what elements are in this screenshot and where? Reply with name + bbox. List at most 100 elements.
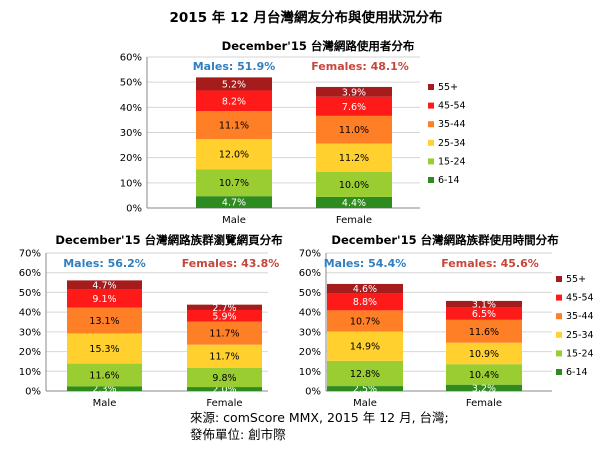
bar-segment bbox=[187, 387, 262, 391]
legend-swatch bbox=[556, 313, 562, 320]
source-note: 來源: comScore MMX, 2015 年 12 月, 台灣; 發佈單位:… bbox=[190, 409, 449, 443]
legend-swatch bbox=[428, 139, 434, 146]
x-tick-label: Male bbox=[222, 215, 246, 226]
y-tick-label: 50% bbox=[299, 288, 321, 299]
y-tick-label: 0% bbox=[305, 387, 321, 398]
males-share-label: Males: 54.4% bbox=[324, 257, 407, 270]
legend-swatch bbox=[428, 121, 434, 128]
legend-swatch bbox=[556, 331, 562, 338]
legend-label: 35-44 bbox=[566, 311, 594, 322]
y-tick-label: 30% bbox=[120, 128, 142, 139]
main-title: 2015 年 12 月台灣網友分布與使用狀況分布 bbox=[169, 10, 443, 26]
legend-label: 25-34 bbox=[438, 138, 466, 149]
legend-label: 45-54 bbox=[566, 293, 594, 304]
bar-segment bbox=[316, 171, 392, 197]
data-label: 2.7% bbox=[212, 303, 236, 314]
females-share-label: Females: 45.6% bbox=[441, 257, 539, 270]
bar-segment bbox=[67, 333, 142, 364]
y-tick-label: 20% bbox=[19, 347, 41, 358]
data-label: 4.6% bbox=[353, 284, 377, 295]
y-tick-label: 60% bbox=[120, 53, 142, 64]
legend-swatch bbox=[556, 369, 562, 375]
bar-segment bbox=[327, 386, 403, 391]
data-label: 3.2% bbox=[472, 383, 496, 394]
x-tick-label: Male bbox=[353, 398, 377, 409]
bar-segment bbox=[187, 344, 262, 368]
data-label: 10.4% bbox=[469, 370, 499, 381]
bar-segment bbox=[67, 307, 142, 334]
bar-segment bbox=[327, 360, 403, 387]
chart-title: December'15 台灣網路族群使用時間分布 bbox=[331, 233, 559, 247]
y-tick-label: 30% bbox=[299, 327, 321, 338]
bar-segment bbox=[187, 321, 262, 345]
bar-segment bbox=[446, 342, 522, 365]
legend-label: 25-34 bbox=[566, 330, 594, 341]
x-tick-label: Female bbox=[336, 215, 372, 226]
data-label: 5.2% bbox=[222, 79, 246, 90]
bar-segment bbox=[446, 384, 522, 391]
data-label: 7.6% bbox=[342, 102, 366, 113]
data-label: 12.8% bbox=[350, 369, 380, 380]
data-label: 8.8% bbox=[353, 297, 377, 308]
chart-title: December'15 台灣網路使用者分布 bbox=[222, 39, 415, 53]
data-label: 11.6% bbox=[469, 327, 499, 338]
legend-label: 15-24 bbox=[438, 156, 466, 167]
data-label: 3.9% bbox=[342, 87, 366, 98]
bar-segment bbox=[327, 331, 403, 361]
legend-swatch bbox=[556, 294, 562, 301]
bar-segment bbox=[67, 363, 142, 387]
males-share-label: Males: 56.2% bbox=[63, 257, 146, 270]
y-tick-label: 50% bbox=[120, 78, 142, 89]
y-tick-label: 50% bbox=[19, 288, 41, 299]
data-label: 10.7% bbox=[350, 316, 380, 327]
legend-swatch bbox=[428, 102, 434, 109]
bar-segment bbox=[187, 367, 262, 388]
males-share-label: Males: 51.9% bbox=[193, 60, 276, 73]
data-label: 11.2% bbox=[339, 153, 369, 164]
x-tick-label: Female bbox=[466, 398, 502, 409]
females-share-label: Females: 43.8% bbox=[182, 257, 280, 270]
y-tick-label: 20% bbox=[299, 347, 321, 358]
publisher-line: 發佈單位: 創市際 bbox=[190, 427, 286, 442]
bar-segment bbox=[196, 169, 272, 197]
bar-segment bbox=[67, 386, 142, 391]
y-tick-label: 0% bbox=[25, 387, 41, 398]
y-tick-label: 0% bbox=[126, 204, 142, 215]
data-label: 4.4% bbox=[342, 198, 366, 209]
data-label: 4.7% bbox=[222, 198, 246, 209]
bar-segment bbox=[316, 196, 392, 208]
bar-segment bbox=[196, 77, 272, 91]
y-tick-label: 70% bbox=[299, 249, 321, 260]
females-share-label: Females: 48.1% bbox=[311, 60, 409, 73]
bar-segment bbox=[327, 310, 403, 332]
bar-segment bbox=[187, 309, 262, 322]
legend-swatch bbox=[556, 276, 562, 282]
data-label: 6.5% bbox=[472, 309, 496, 320]
legend-label: 6-14 bbox=[438, 175, 460, 186]
legend-label: 35-44 bbox=[438, 119, 466, 130]
y-tick-label: 40% bbox=[19, 308, 41, 319]
data-label: 11.7% bbox=[209, 329, 239, 340]
data-label: 8.2% bbox=[222, 96, 246, 107]
data-label: 3.1% bbox=[472, 299, 496, 310]
bar-segment bbox=[327, 293, 403, 311]
y-tick-label: 40% bbox=[120, 103, 142, 114]
data-label: 11.7% bbox=[209, 352, 239, 363]
legend-swatch bbox=[556, 350, 562, 357]
bar-segment bbox=[446, 300, 522, 308]
data-label: 10.9% bbox=[469, 349, 499, 360]
data-label: 11.1% bbox=[219, 121, 249, 132]
legend-label: 55+ bbox=[566, 274, 586, 285]
data-label: 4.7% bbox=[92, 281, 116, 292]
bar-segment bbox=[446, 319, 522, 343]
data-label: 15.3% bbox=[89, 344, 119, 355]
bar-segment bbox=[187, 304, 262, 310]
x-tick-label: Male bbox=[93, 398, 117, 409]
data-label: 9.8% bbox=[212, 373, 236, 384]
y-tick-label: 10% bbox=[19, 367, 41, 378]
data-label: 10.7% bbox=[219, 178, 249, 189]
y-tick-label: 70% bbox=[19, 249, 41, 260]
legend-label: 15-24 bbox=[566, 348, 594, 359]
y-tick-label: 10% bbox=[120, 178, 142, 189]
